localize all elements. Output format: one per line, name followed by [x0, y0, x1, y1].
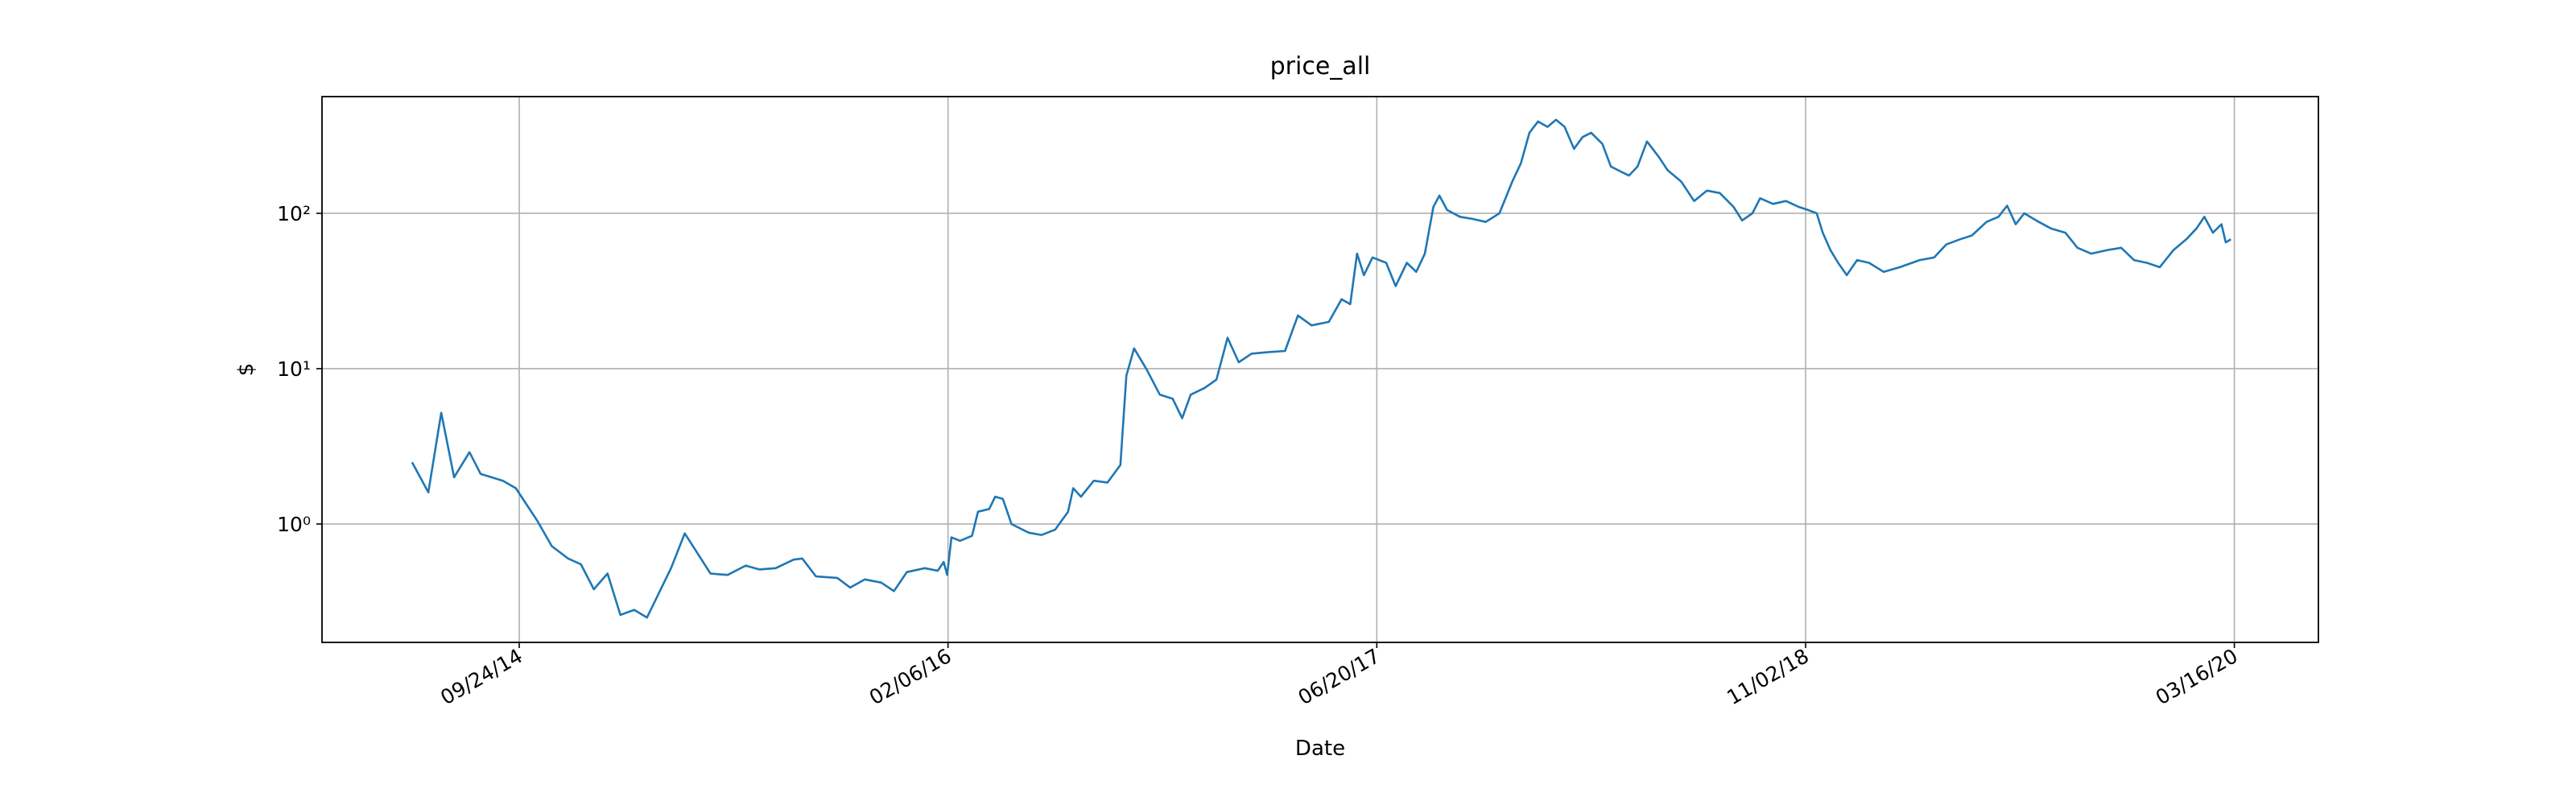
- plot-frame: [321, 96, 2319, 643]
- price-line: [411, 118, 2231, 619]
- x-tick-label: 06/20/17: [1294, 644, 1385, 709]
- x-tick-label: 09/24/14: [436, 644, 526, 709]
- y-axis-label: $: [234, 363, 258, 377]
- y-tick-label: 10⁰: [277, 513, 311, 536]
- y-tick-label: 10¹: [277, 357, 311, 381]
- y-tick-label: 10²: [277, 202, 311, 225]
- x-tick-label: 03/16/20: [2152, 644, 2242, 709]
- chart-title: price_all: [1270, 52, 1371, 80]
- x-axis-label: Date: [1295, 737, 1345, 761]
- x-tick-label: 02/06/16: [865, 644, 956, 709]
- x-tick-label: 11/02/18: [1723, 644, 1813, 709]
